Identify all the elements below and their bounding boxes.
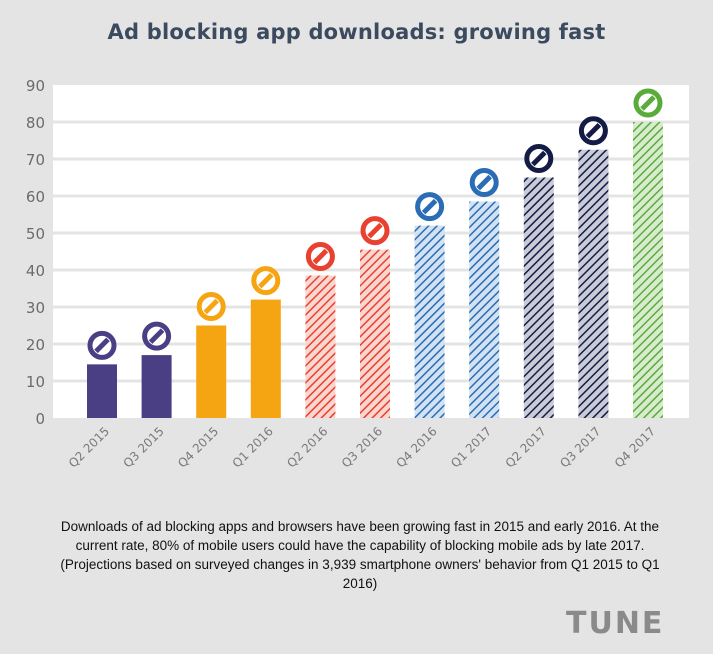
bar <box>633 122 663 418</box>
y-tick-label: 40 <box>26 262 45 280</box>
bar <box>523 177 554 418</box>
y-tick-label: 80 <box>26 114 45 132</box>
no-entry-icon <box>360 216 390 246</box>
no-entry-icon <box>633 88 663 118</box>
x-tick-label: Q3 2017 <box>557 424 603 470</box>
bar <box>141 355 172 418</box>
no-entry-icon <box>142 321 172 351</box>
y-tick-label: 90 <box>26 77 45 95</box>
x-tick-label: Q4 2017 <box>612 424 658 470</box>
y-tick-label: 10 <box>26 373 45 391</box>
bar-chart: 0 10 20 30 40 50 60 70 80 90 Q2 2015 Q3 2015 Q4 2015… <box>26 77 689 470</box>
x-tick-label: Q2 2016 <box>284 424 330 470</box>
y-tick-label: 0 <box>35 410 45 428</box>
no-entry-icon <box>578 116 608 146</box>
y-tick-label: 30 <box>26 299 45 317</box>
bar <box>250 299 281 418</box>
bar <box>360 249 390 418</box>
x-tick-label: Q3 2015 <box>120 424 166 470</box>
bar <box>414 225 445 418</box>
x-tick-label: Q2 2015 <box>66 424 112 470</box>
bar <box>469 201 500 418</box>
no-entry-icon <box>524 144 554 173</box>
bar <box>87 364 117 418</box>
bar <box>305 275 336 418</box>
bar <box>196 325 227 418</box>
no-entry-icon <box>469 168 499 198</box>
tune-logo: TUNE <box>566 606 665 641</box>
x-tick-label: Q1 2016 <box>230 424 276 470</box>
no-entry-icon <box>87 330 117 360</box>
y-tick-label: 20 <box>26 336 45 354</box>
y-tick-label: 70 <box>26 151 45 169</box>
bar <box>578 149 609 418</box>
x-tick-label: Q1 2017 <box>448 424 494 470</box>
chart-title: Ad blocking app downloads: growing fast <box>107 20 606 44</box>
no-entry-icon <box>415 192 445 222</box>
x-tick-label: Q3 2016 <box>339 424 385 470</box>
y-tick-label: 60 <box>26 188 45 206</box>
x-tick-label: Q2 2017 <box>503 424 549 470</box>
no-entry-icon <box>196 292 226 321</box>
x-tick-label: Q4 2016 <box>393 424 439 470</box>
no-entry-icon <box>251 266 281 296</box>
y-tick-label: 50 <box>26 225 45 243</box>
chart-caption: Downloads of ad blocking apps and browse… <box>60 519 660 591</box>
no-entry-icon <box>305 242 335 272</box>
x-tick-label: Q4 2015 <box>175 424 221 470</box>
